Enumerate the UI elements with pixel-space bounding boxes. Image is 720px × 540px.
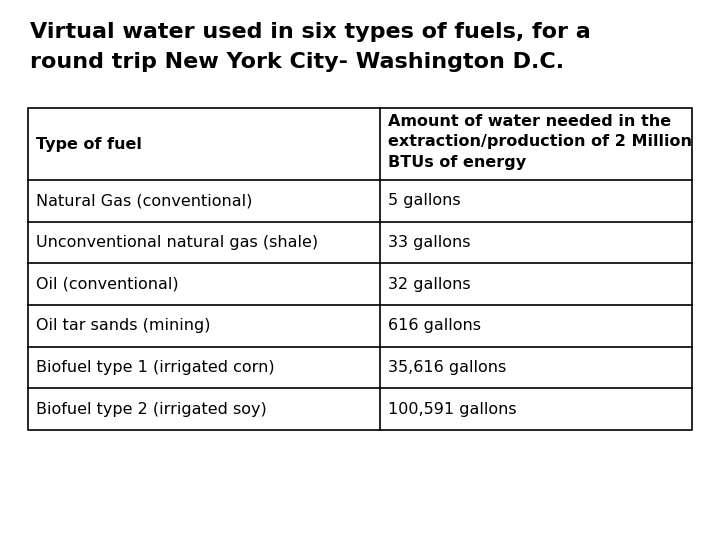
- Text: 32 gallons: 32 gallons: [388, 276, 471, 292]
- Text: Type of fuel: Type of fuel: [36, 137, 142, 152]
- Text: Biofuel type 2 (irrigated soy): Biofuel type 2 (irrigated soy): [36, 402, 266, 417]
- Text: Biofuel type 1 (irrigated corn): Biofuel type 1 (irrigated corn): [36, 360, 274, 375]
- Text: 35,616 gallons: 35,616 gallons: [388, 360, 506, 375]
- Text: Oil tar sands (mining): Oil tar sands (mining): [36, 319, 210, 333]
- Text: Unconventional natural gas (shale): Unconventional natural gas (shale): [36, 235, 318, 250]
- Text: 5 gallons: 5 gallons: [388, 193, 461, 208]
- Text: Natural Gas (conventional): Natural Gas (conventional): [36, 193, 253, 208]
- Text: Oil (conventional): Oil (conventional): [36, 276, 179, 292]
- Bar: [28, 108, 692, 430]
- Text: round trip New York City- Washington D.C.: round trip New York City- Washington D.C…: [30, 52, 564, 72]
- Text: 616 gallons: 616 gallons: [388, 319, 481, 333]
- Text: 100,591 gallons: 100,591 gallons: [388, 402, 517, 417]
- Text: Virtual water used in six types of fuels, for a: Virtual water used in six types of fuels…: [30, 22, 590, 42]
- Text: 33 gallons: 33 gallons: [388, 235, 470, 250]
- Text: Amount of water needed in the
extraction/production of 2 Million
BTUs of energy: Amount of water needed in the extraction…: [388, 114, 692, 170]
